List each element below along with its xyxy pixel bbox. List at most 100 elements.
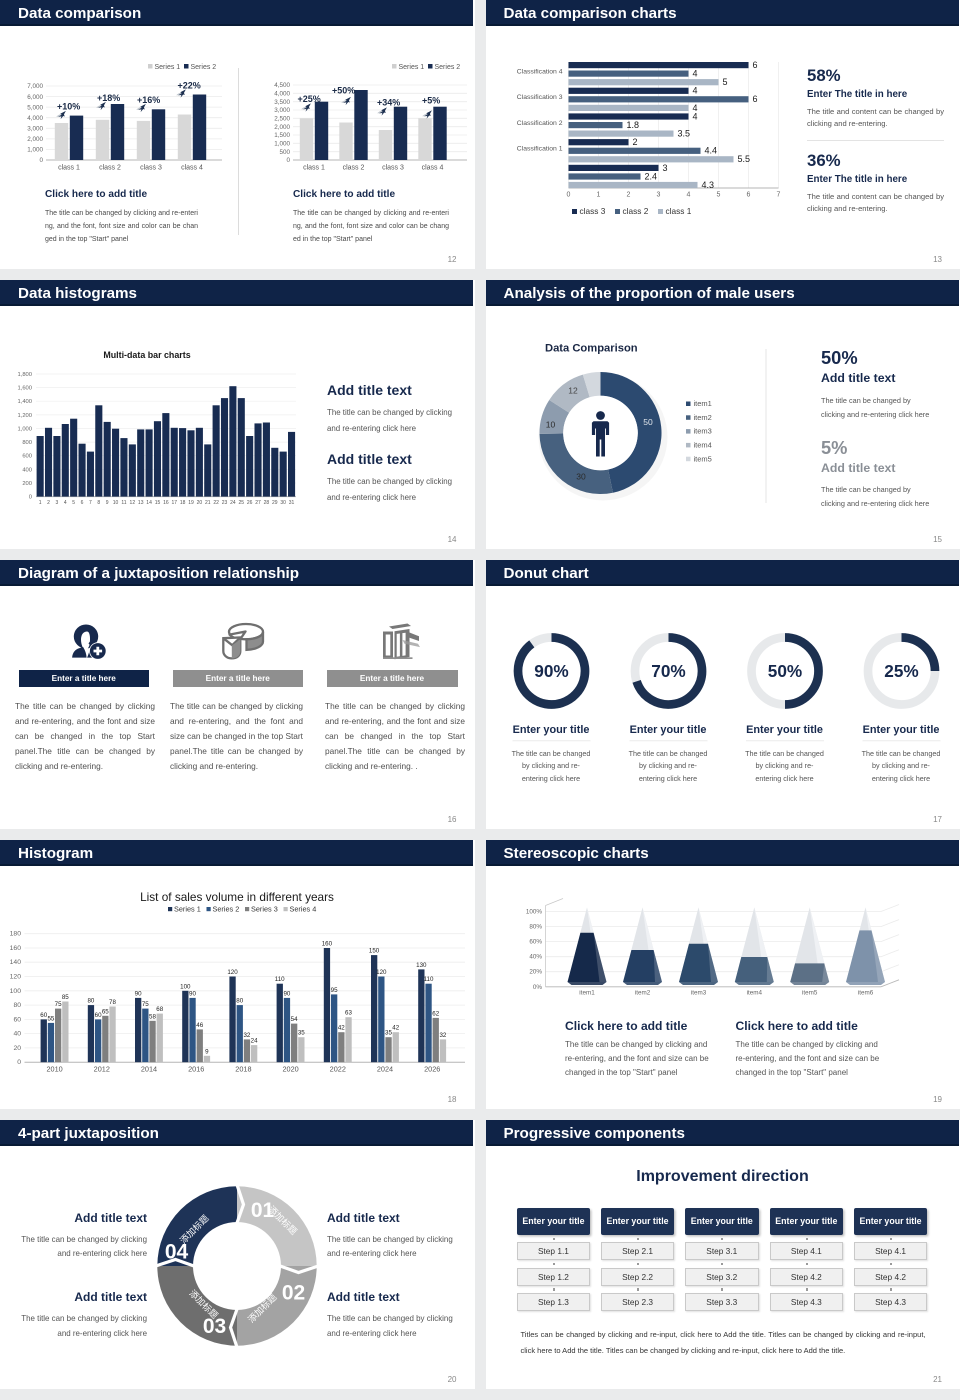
svg-text:item4: item4 [693,441,711,450]
svg-text:17: 17 [171,500,177,506]
svg-text:+5%: +5% [422,96,440,106]
svg-text:60: 60 [13,1016,21,1023]
svg-text:60: 60 [40,1012,47,1019]
svg-text:item2: item2 [634,990,650,997]
svg-text:85: 85 [62,994,69,1001]
svg-text:130: 130 [416,962,427,969]
svg-text:4.3: 4.3 [701,180,714,190]
svg-text:3,500: 3,500 [274,99,290,106]
svg-text:12: 12 [568,386,578,396]
svg-text:62: 62 [432,1010,439,1017]
svg-text:class 2: class 2 [622,206,648,216]
svg-text:500: 500 [279,149,290,156]
svg-text:0: 0 [29,495,32,501]
svg-text:class 4: class 4 [422,165,444,172]
svg-text:180: 180 [10,931,22,938]
svg-text:2010: 2010 [46,1065,62,1074]
svg-text:19: 19 [188,500,194,506]
svg-text:54: 54 [291,1016,298,1023]
svg-text:+10%: +10% [57,102,80,112]
svg-text:item5: item5 [693,454,711,463]
svg-text:42: 42 [392,1025,399,1032]
svg-text:2020: 2020 [282,1065,298,1074]
svg-text:35: 35 [385,1030,392,1037]
svg-text:28: 28 [264,500,270,506]
svg-text:3: 3 [656,192,660,199]
svg-text:+16%: +16% [137,95,160,105]
svg-text:1,000: 1,000 [17,427,32,433]
svg-text:4: 4 [692,69,697,79]
svg-text:11: 11 [121,500,126,506]
svg-text:100: 100 [10,988,22,995]
svg-text:class 2: class 2 [343,165,365,172]
svg-text:Classification 4: Classification 4 [516,69,562,76]
svg-text:03: 03 [203,1315,226,1338]
svg-text:class 3: class 3 [140,165,162,172]
svg-text:63: 63 [345,1010,352,1017]
svg-text:class 4: class 4 [181,165,203,172]
svg-text:5: 5 [72,500,75,506]
svg-text:2024: 2024 [377,1065,393,1074]
svg-text:95: 95 [331,987,338,994]
svg-text:item5: item5 [801,990,817,997]
svg-text:75: 75 [55,1001,62,1008]
svg-text:5: 5 [716,192,720,199]
svg-text:item1: item1 [693,399,711,408]
svg-text:600: 600 [22,454,32,460]
svg-text:2,000: 2,000 [274,124,290,131]
svg-text:27: 27 [255,500,261,506]
svg-text:3.5: 3.5 [677,129,690,139]
svg-text:+50%: +50% [332,86,355,96]
svg-text:6: 6 [752,60,757,70]
svg-text:2012: 2012 [94,1065,110,1074]
svg-text:80: 80 [87,998,94,1005]
svg-text:2016: 2016 [188,1065,204,1074]
svg-text:1,500: 1,500 [274,132,290,139]
svg-text:4: 4 [692,103,697,113]
svg-text:4: 4 [692,86,697,96]
svg-text:24: 24 [251,1038,258,1045]
svg-text:List of sales volume in differ: List of sales volume in different years [140,890,334,904]
svg-text:60: 60 [95,1012,102,1019]
svg-text:item3: item3 [693,427,711,436]
svg-text:60%: 60% [529,939,542,946]
svg-text:110: 110 [424,976,434,983]
svg-text:class 3: class 3 [579,206,605,216]
svg-text:2014: 2014 [141,1065,157,1074]
svg-text:22: 22 [213,500,219,506]
svg-text:3,000: 3,000 [274,107,290,114]
svg-text:6: 6 [746,192,750,199]
svg-text:9: 9 [106,500,109,506]
svg-text:item2: item2 [693,413,711,422]
svg-text:30: 30 [280,500,286,506]
svg-text:70%: 70% [651,661,685,681]
svg-text:Data Comparison: Data Comparison [545,343,638,355]
svg-text:Series 1: Series 1 [399,64,425,71]
svg-text:80: 80 [13,1002,21,1009]
svg-text:4: 4 [692,111,697,121]
svg-text:3: 3 [56,500,59,506]
svg-text:5,000: 5,000 [27,104,43,111]
svg-text:1,800: 1,800 [17,372,32,378]
svg-text:110: 110 [275,976,285,983]
svg-text:item1: item1 [579,990,595,997]
svg-text:23: 23 [222,500,228,506]
svg-text:32: 32 [243,1032,250,1039]
svg-text:Classification 3: Classification 3 [516,94,562,101]
svg-text:400: 400 [22,467,32,473]
svg-text:80%: 80% [529,924,542,931]
svg-text:7: 7 [776,192,780,199]
svg-text:200: 200 [22,481,32,487]
svg-text:35: 35 [298,1030,305,1037]
svg-text:55: 55 [47,1015,54,1022]
svg-text:10: 10 [113,500,119,506]
svg-text:0: 0 [286,157,290,164]
svg-text:80: 80 [236,998,243,1005]
svg-text:120: 120 [10,974,22,981]
svg-text:40%: 40% [529,954,542,961]
svg-text:Series 2: Series 2 [213,904,240,913]
svg-text:100: 100 [180,983,191,990]
svg-text:item4: item4 [746,990,762,997]
svg-text:10: 10 [545,420,555,430]
svg-text:21: 21 [205,500,211,506]
